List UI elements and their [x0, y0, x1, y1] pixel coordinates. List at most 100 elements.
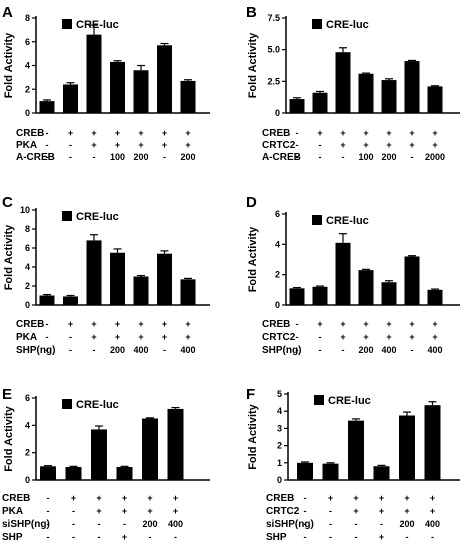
condition-cell: -	[304, 532, 307, 542]
condition-cell: -	[296, 152, 299, 162]
bar	[348, 420, 364, 480]
y-tick-label: 0	[277, 475, 282, 485]
y-axis-label: Fold Activity	[3, 32, 15, 98]
condition-cell: -	[411, 152, 414, 162]
condition-cell: 400	[425, 519, 440, 529]
bar	[312, 286, 328, 305]
condition-cell: +	[340, 319, 345, 329]
condition-cell: -	[163, 152, 166, 162]
condition-cell: +	[162, 332, 167, 342]
condition-cell: 200	[180, 152, 195, 162]
condition-cell: -	[98, 519, 101, 529]
y-tick-label: 0	[275, 108, 280, 118]
condition-cell: -	[329, 532, 332, 542]
condition-cell: +	[432, 128, 437, 138]
condition-cell: 100	[358, 152, 373, 162]
condition-cell: +	[432, 140, 437, 150]
legend-label: CRE-luc	[326, 215, 369, 227]
bar	[86, 240, 102, 305]
bar	[358, 270, 374, 305]
y-tick-label: 2	[25, 84, 30, 94]
condition-cell: -	[411, 345, 414, 355]
y-tick-label: 2	[277, 441, 282, 451]
bar	[39, 295, 55, 305]
condition-cell: -	[174, 532, 177, 542]
bar	[322, 463, 339, 480]
condition-cell: -	[47, 519, 50, 529]
bar	[335, 242, 351, 305]
condition-row-label: A-CREB	[16, 152, 55, 163]
condition-cell: -	[296, 140, 299, 150]
panel-letter: E	[2, 386, 12, 403]
y-axis-label: Fold Activity	[247, 403, 259, 469]
panel-letter: F	[246, 386, 255, 403]
condition-row-label: SHP	[266, 532, 287, 543]
condition-cell: +	[138, 319, 143, 329]
condition-row-label: SHP(ng)	[16, 345, 55, 356]
bar	[373, 466, 390, 480]
condition-cell: -	[304, 506, 307, 516]
condition-cell: -	[69, 332, 72, 342]
y-tick-label: 2	[25, 281, 30, 291]
condition-cell: +	[96, 493, 101, 503]
bar	[91, 429, 107, 480]
condition-cell: -	[46, 332, 49, 342]
condition-cell: +	[147, 493, 152, 503]
condition-cell: +	[386, 319, 391, 329]
condition-cell: +	[340, 140, 345, 150]
condition-cell: 400	[381, 345, 396, 355]
bar	[116, 467, 133, 480]
condition-cell: 100	[110, 152, 125, 162]
condition-cell: +	[173, 493, 178, 503]
condition-cell: -	[93, 152, 96, 162]
y-tick-label: 2.5	[267, 76, 280, 86]
y-tick-label: 6	[275, 209, 280, 219]
condition-cell: -	[296, 128, 299, 138]
panel-letter: D	[246, 194, 257, 211]
bar	[180, 279, 196, 305]
bar	[180, 80, 196, 113]
condition-cell: +	[328, 493, 333, 503]
condition-cell: -	[46, 140, 49, 150]
condition-row-label: CREB	[16, 319, 44, 330]
legend-label: CRE-luc	[76, 399, 119, 411]
condition-cell: +	[173, 506, 178, 516]
condition-cell: -	[69, 140, 72, 150]
condition-row-label: siSHP(ng)	[2, 519, 50, 530]
bar	[381, 80, 397, 113]
condition-cell: +	[115, 332, 120, 342]
condition-cell: -	[72, 532, 75, 542]
condition-row-label: CRTC2	[262, 140, 296, 151]
condition-cell: +	[68, 128, 73, 138]
condition-cell: +	[68, 319, 73, 329]
bar	[65, 467, 82, 480]
condition-cell: 400	[180, 345, 195, 355]
condition-cell: +	[409, 128, 414, 138]
y-tick-label: 8	[25, 13, 30, 23]
condition-cell: +	[404, 493, 409, 503]
y-tick-label: 3	[277, 423, 282, 433]
condition-cell: +	[363, 140, 368, 150]
panel-letter: A	[2, 4, 13, 21]
bar	[157, 45, 172, 113]
condition-cell: -	[98, 532, 101, 542]
condition-cell: +	[340, 332, 345, 342]
condition-cell: -	[47, 493, 50, 503]
condition-cell: +	[185, 128, 190, 138]
y-tick-label: 6	[25, 37, 30, 47]
condition-cell: +	[430, 493, 435, 503]
condition-cell: -	[342, 152, 345, 162]
y-tick-label: 0	[25, 475, 30, 485]
condition-cell: +	[162, 319, 167, 329]
condition-row-label: CRTC2	[262, 332, 296, 343]
condition-cell: +	[96, 506, 101, 516]
condition-cell: +	[91, 128, 96, 138]
condition-cell: 400	[133, 345, 148, 355]
condition-cell: -	[406, 532, 409, 542]
condition-cell: +	[353, 493, 358, 503]
condition-cell: +	[162, 128, 167, 138]
condition-cell: +	[363, 319, 368, 329]
bar	[63, 84, 78, 113]
